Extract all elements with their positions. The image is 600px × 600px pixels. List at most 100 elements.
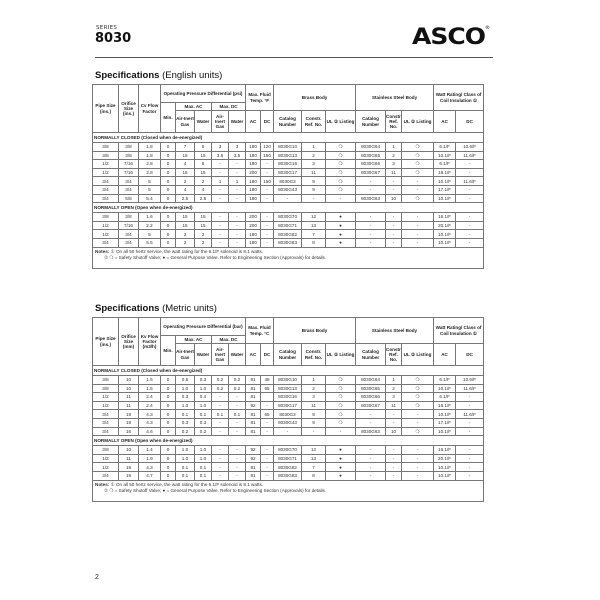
table-cell: 10.6/F <box>455 375 485 385</box>
table-cell: 0 <box>160 426 176 437</box>
table-cell: 8030G13 <box>273 150 303 161</box>
table-cell: 0 <box>160 220 176 231</box>
table-cell: 1.6 <box>138 212 161 222</box>
table-cell: 2.2 <box>138 220 161 231</box>
table-cell: 0.2 <box>228 375 246 385</box>
table-cell: 15 <box>194 220 212 231</box>
table-cell: 4 <box>175 159 195 169</box>
table-cell: - <box>385 462 403 472</box>
col-temp-dc: DC <box>259 343 275 366</box>
table-cell: 1 <box>301 375 327 385</box>
section-label: NORMALLY OPEN (Open when de-energized) <box>91 202 485 214</box>
table-row: 1/2 11 2.4 0 0.3 0.4- -81 8030G16 3 ❍ 8030G66 3 ❍ 6.1… <box>92 392 485 402</box>
table-cell: ❍ <box>325 142 357 152</box>
table-cell: 65 <box>259 409 275 419</box>
table-cell: 4.3 <box>138 417 161 428</box>
table-cell: - <box>385 445 403 455</box>
table-cell: 1/2 <box>92 220 119 231</box>
table-cell: 5 <box>138 176 161 186</box>
model-number: 8030 <box>95 31 132 46</box>
col-brass-body: Brass Body <box>273 84 357 111</box>
col-brass-constr: Constr. Ref. No. <box>301 110 327 133</box>
table-cell: - <box>455 426 485 437</box>
table-cell: - <box>385 237 403 248</box>
table-cell: 0 <box>160 176 176 186</box>
table-cell: - <box>227 229 247 239</box>
table-cell: 7 <box>301 229 327 239</box>
table-cell: 81 <box>245 426 261 437</box>
table-cell: 0.2 <box>194 426 212 437</box>
col-flow-factor: Kv Flow Factor (m3/h) <box>138 317 161 366</box>
table-cell: 9 <box>301 409 327 419</box>
table-cell: 16 <box>118 426 139 437</box>
table-cell: - <box>401 237 435 248</box>
table-cell: 10.1/F <box>433 193 457 204</box>
note-indent <box>95 255 104 260</box>
table-cell: 4.3 <box>138 462 161 472</box>
table-row: 1/2 7/16 2.8 0 4 6- -180-8030G16 3 ❍ 8030G66 3 ❍ 6.1… <box>92 159 485 169</box>
table-cell: 17.1/F <box>433 184 457 195</box>
table-cell: 8030G3 <box>273 409 303 419</box>
table-cell: - <box>260 159 275 169</box>
table-cell: 8030G67 <box>355 167 387 178</box>
table-cell: 8030G83 <box>273 470 303 481</box>
table-cell: 10.1/F <box>433 426 457 437</box>
table-cell: 8030G16 <box>273 392 303 402</box>
table-cell: 0 <box>160 462 176 472</box>
table-cell: 0.1 <box>175 462 195 472</box>
table-cell: 2 <box>385 383 403 394</box>
col-brass-constr: Constr. Ref. No. <box>301 343 327 366</box>
table-row: 3/4 5/8 5.4 0 2.5 2.5- -180- - - -8030G63 10 ❍ 10.1/… <box>92 193 485 204</box>
table-cell: 180 <box>245 193 262 204</box>
table-cell: - <box>259 400 275 411</box>
col-stainless-body: Stainless Steel Body <box>355 317 435 344</box>
table-cell: - <box>455 212 485 222</box>
table-cell: 2 <box>175 176 195 186</box>
table-cell: 8030G83 <box>273 237 303 248</box>
table-cell: - <box>211 159 229 169</box>
table-cell: ❍ <box>401 159 435 169</box>
table-cell: - <box>455 167 485 178</box>
table-cell: - <box>355 462 387 472</box>
table-cell: 3 <box>211 142 229 152</box>
col-max-ac: Max. AC <box>175 335 212 344</box>
table-cell: - <box>228 417 246 428</box>
section-row: NORMALLY OPEN (Open when de-energized) <box>91 202 485 214</box>
table-cell: 8030G13 <box>273 383 303 394</box>
table-cell: 48 <box>259 375 275 385</box>
note-2: ② ❍ = Safety Shutoff Valve; ● = General … <box>103 487 327 493</box>
table-cell: 180 <box>245 159 262 169</box>
table-cell: 0.3 <box>175 392 195 402</box>
table-cell: 1.9 <box>138 453 161 464</box>
table-cell: - <box>355 470 387 481</box>
table-row: 1/2 19 4.3 0 0.1 0.1- -81-8030G82 7 ● - - -10.1/F - <box>92 462 485 472</box>
table-cell: 5.4 <box>138 193 161 204</box>
table-cell: 0 <box>160 400 176 411</box>
table-row: 3/8 10 1.4 0 1.0 1.0- -92-8030G70 12 ● - - -16.1/F - <box>92 445 485 455</box>
section-label: NORMALLY CLOSED (Closed when de-energize… <box>91 132 485 143</box>
table-cell: - <box>385 176 403 186</box>
table-cell: 3/4 <box>92 176 119 186</box>
table-cell: ❍ <box>401 383 435 394</box>
table-cell: 180 <box>245 229 262 239</box>
table-cell: - <box>401 462 435 472</box>
table-cell: 10.1/F <box>433 470 457 481</box>
table-cell: 3/4 <box>92 409 119 419</box>
table-cell: 0 <box>160 184 176 195</box>
table-cell: 3/8 <box>92 383 119 394</box>
asco-logo: ASCO® <box>412 23 490 50</box>
table-cell: - <box>401 470 435 481</box>
table-cell: 0.2 <box>211 383 229 394</box>
table-cell: ❍ <box>401 375 435 385</box>
table-cell: 0.2 <box>175 426 195 437</box>
table-cell: 20.1/F <box>433 453 457 464</box>
table-cell: 20.1/F <box>433 220 457 231</box>
table-cell: 15 <box>194 150 212 161</box>
table-cell: 0.2 <box>211 375 229 385</box>
table-cell: 15 <box>175 212 195 222</box>
table-cell: - <box>455 400 485 411</box>
table-cell: 180 <box>245 184 262 195</box>
table-cell: 15 <box>175 167 195 178</box>
table-row: 3/8 10 1.5 0 1.0 1.0 0.2 0.2 81 65 8030G13 2 ❍ 8030G6… <box>92 383 485 394</box>
table-cell: 16.1/F <box>433 167 457 178</box>
